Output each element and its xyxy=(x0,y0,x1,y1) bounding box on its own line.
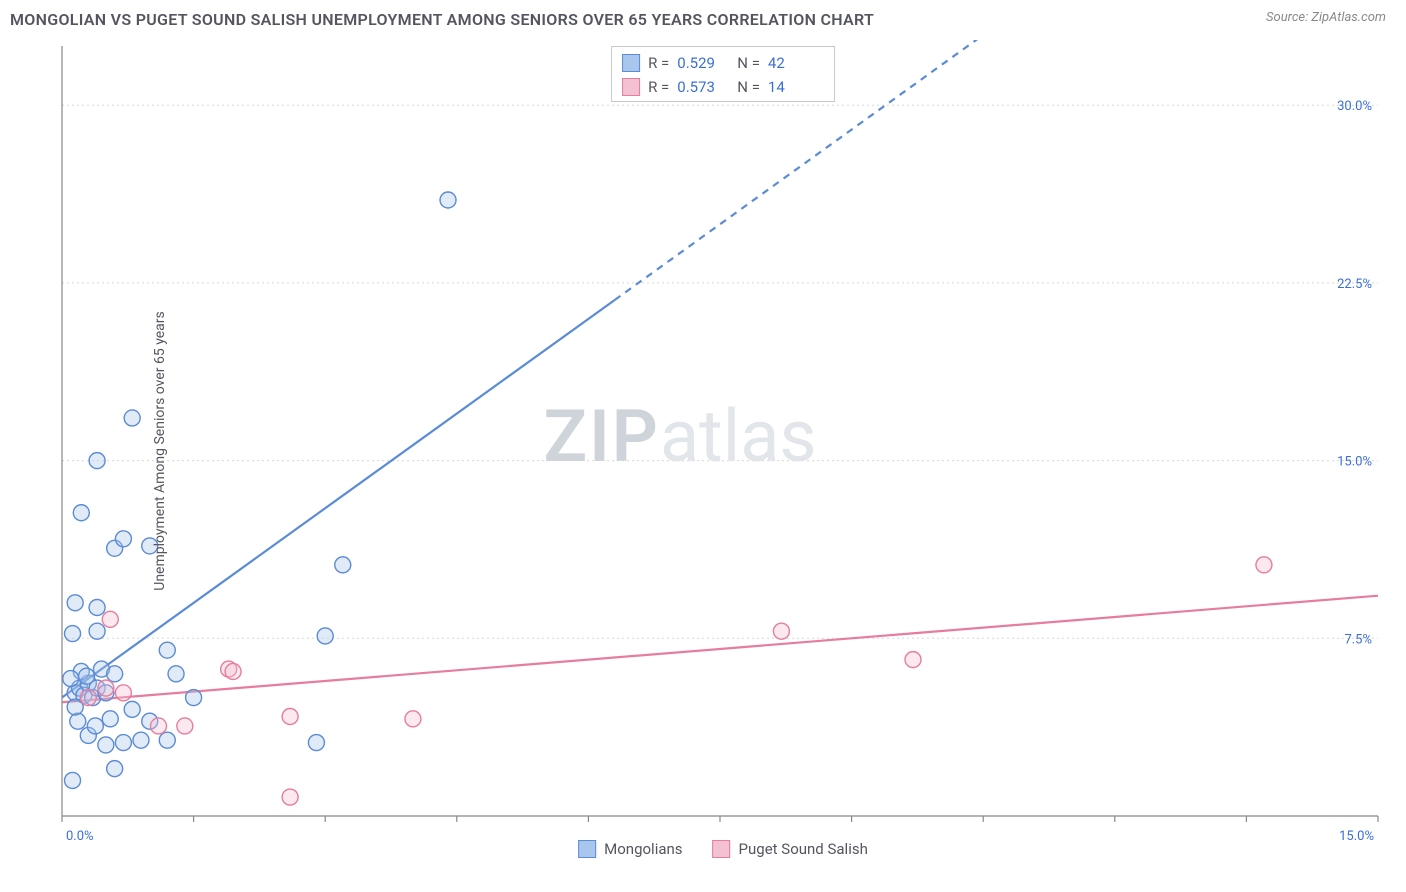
stat-r-value-2: 0.573 xyxy=(677,78,729,96)
svg-text:22.5%: 22.5% xyxy=(1337,277,1372,292)
stat-n-label: N = xyxy=(737,54,760,72)
svg-text:15.0%: 15.0% xyxy=(1339,829,1374,844)
bottom-legend: Mongolians Puget Sound Salish xyxy=(578,840,868,858)
svg-text:0.0%: 0.0% xyxy=(66,829,94,844)
swatch-series-1 xyxy=(622,54,640,72)
swatch-series-2 xyxy=(622,78,640,96)
stats-row-series-1: R = 0.529 N = 42 xyxy=(622,51,820,75)
legend-swatch-1 xyxy=(578,840,596,858)
chart-title: MONGOLIAN VS PUGET SOUND SALISH UNEMPLOY… xyxy=(10,10,874,29)
stat-r-label: R = xyxy=(648,78,669,96)
stat-r-label: R = xyxy=(648,54,669,72)
legend-label-2: Puget Sound Salish xyxy=(739,840,868,858)
svg-text:15.0%: 15.0% xyxy=(1337,455,1372,470)
stat-n-label: N = xyxy=(737,78,760,96)
legend-swatch-2 xyxy=(713,840,731,858)
chart-svg: 7.5% 15.0% 22.5% 30.0% ZIPatlas 0.0% 15.0% xyxy=(50,40,1386,852)
stats-row-series-2: R = 0.573 N = 14 xyxy=(622,75,820,99)
svg-text:ZIP: ZIP xyxy=(544,394,660,479)
legend-item-2: Puget Sound Salish xyxy=(713,840,868,858)
stats-legend-box: R = 0.529 N = 42 R = 0.573 N = 14 xyxy=(611,46,835,102)
chart-container: Unemployment Among Seniors over 65 years… xyxy=(50,40,1396,862)
svg-text:atlas: atlas xyxy=(660,394,817,479)
stat-n-value-1: 42 xyxy=(768,54,820,72)
svg-text:30.0%: 30.0% xyxy=(1337,99,1372,114)
legend-item-1: Mongolians xyxy=(578,840,682,858)
legend-label-1: Mongolians xyxy=(604,840,682,858)
svg-text:7.5%: 7.5% xyxy=(1344,632,1372,647)
source-label: Source: ZipAtlas.com xyxy=(1266,10,1386,25)
stat-r-value-1: 0.529 xyxy=(677,54,729,72)
y-axis-label: Unemployment Among Seniors over 65 years xyxy=(152,311,168,591)
stat-n-value-2: 14 xyxy=(768,78,820,96)
